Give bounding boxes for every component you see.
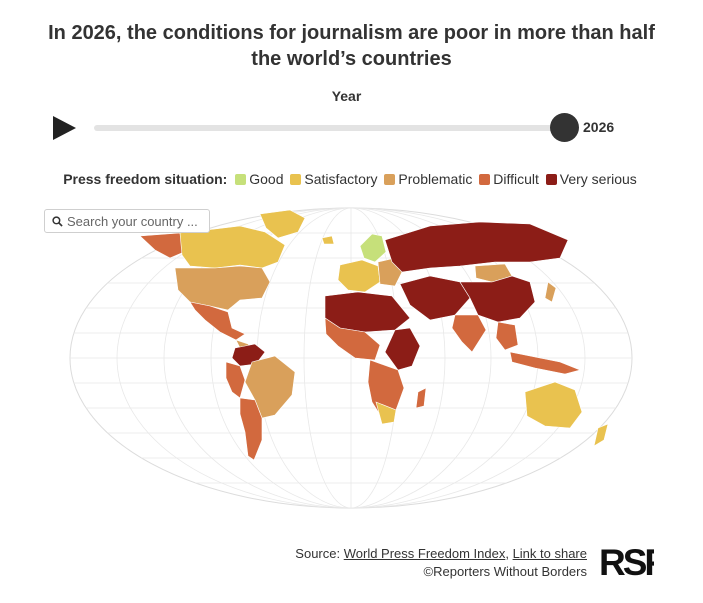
country-brazil[interactable] bbox=[244, 355, 296, 419]
chart-title: In 2026, the conditions for journalism a… bbox=[48, 22, 655, 70]
country-iceland[interactable] bbox=[321, 235, 335, 245]
country-usa[interactable] bbox=[174, 265, 271, 311]
country-western-europe[interactable] bbox=[337, 259, 381, 293]
country-india[interactable] bbox=[451, 314, 487, 353]
legend-label: Difficult bbox=[493, 171, 539, 187]
source-separator: , bbox=[505, 546, 513, 561]
legend: Press freedom situation: Good Satisfacto… bbox=[0, 171, 703, 187]
play-icon bbox=[53, 116, 76, 140]
source-prefix: Source: bbox=[295, 546, 344, 561]
legend-label: Satisfactory bbox=[304, 171, 378, 187]
country-south-africa[interactable] bbox=[375, 401, 397, 425]
legend-item-problematic[interactable]: Problematic bbox=[384, 171, 472, 187]
legend-label: Very serious bbox=[559, 171, 637, 187]
country-west-africa[interactable] bbox=[324, 317, 381, 361]
legend-swatch bbox=[545, 174, 557, 185]
country-argentina[interactable] bbox=[239, 397, 263, 461]
legend-item-very-serious[interactable]: Very serious bbox=[545, 171, 637, 187]
index-link[interactable]: World Press Freedom Index bbox=[343, 546, 506, 561]
search-icon bbox=[52, 216, 63, 227]
year-slider-track[interactable] bbox=[94, 125, 564, 131]
legend-label: Good bbox=[249, 171, 284, 187]
legend-label: Problematic bbox=[398, 171, 473, 187]
country-search[interactable] bbox=[44, 209, 210, 233]
legend-swatch bbox=[479, 174, 491, 185]
country-nordics[interactable] bbox=[359, 233, 387, 263]
legend-item-good[interactable]: Good bbox=[235, 171, 283, 187]
countries[interactable] bbox=[139, 209, 609, 461]
legend-swatch bbox=[384, 174, 396, 185]
legend-title: Press freedom situation: bbox=[63, 171, 228, 187]
year-slider-value: 2026 bbox=[583, 119, 615, 135]
country-china[interactable] bbox=[459, 275, 536, 323]
legend-item-satisfactory[interactable]: Satisfactory bbox=[290, 171, 378, 187]
country-greenland[interactable] bbox=[259, 209, 306, 239]
year-label: Year bbox=[331, 88, 362, 104]
country-new-zealand[interactable] bbox=[593, 423, 609, 447]
country-middle-east[interactable] bbox=[399, 275, 471, 321]
legend-swatch bbox=[235, 174, 247, 185]
legend-swatch bbox=[290, 174, 302, 185]
source-line: Source: World Press Freedom Index, Link … bbox=[250, 545, 587, 563]
country-canada[interactable] bbox=[179, 225, 286, 269]
search-input[interactable] bbox=[67, 212, 205, 230]
svg-text:RSF: RSF bbox=[599, 542, 654, 580]
legend-item-difficult[interactable]: Difficult bbox=[479, 171, 539, 187]
country-southeast-asia[interactable] bbox=[495, 321, 519, 351]
country-indonesia[interactable] bbox=[509, 351, 581, 375]
country-alaska[interactable] bbox=[139, 232, 185, 259]
country-east-africa[interactable] bbox=[384, 327, 421, 371]
share-link[interactable]: Link to share bbox=[512, 546, 587, 561]
country-australia[interactable] bbox=[524, 381, 583, 429]
year-slider-thumb[interactable] bbox=[549, 113, 579, 142]
source-note: Source: World Press Freedom Index, Link … bbox=[250, 545, 587, 581]
country-madagascar[interactable] bbox=[415, 387, 427, 409]
rsf-logo: RSF bbox=[599, 542, 654, 580]
play-button[interactable] bbox=[52, 116, 76, 140]
country-japan[interactable] bbox=[544, 281, 557, 303]
country-mexico[interactable] bbox=[189, 301, 246, 341]
source-credit: ©Reporters Without Borders bbox=[423, 564, 587, 579]
country-russia[interactable] bbox=[384, 221, 569, 273]
